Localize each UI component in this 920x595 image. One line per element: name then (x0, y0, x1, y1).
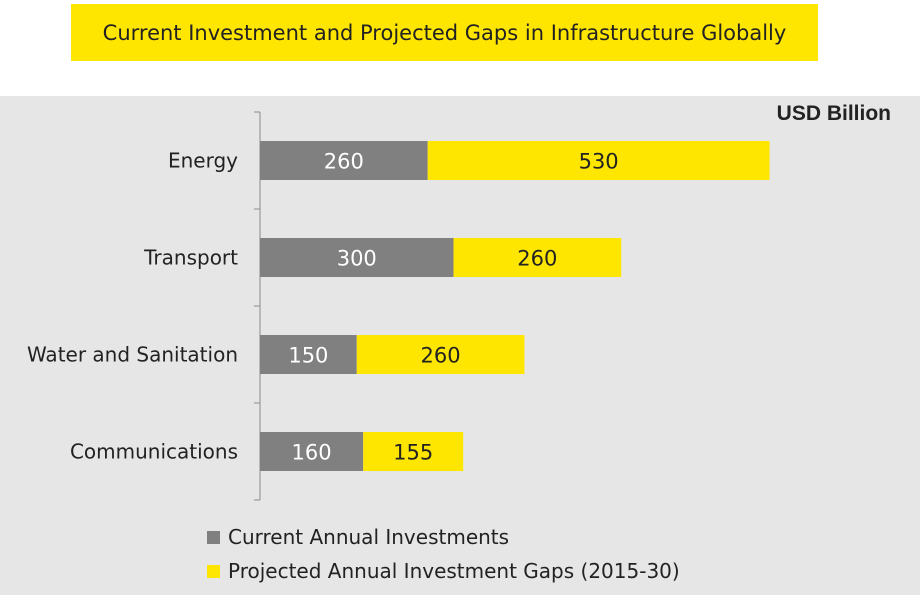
bar-water-and-sanitation-series-0 (260, 335, 357, 374)
category-label-transport: Transport (143, 246, 238, 270)
legend-label-current: Current Annual Investments (228, 525, 510, 549)
bar-water-and-sanitation-series-1 (356, 335, 525, 374)
legend-swatch-current (207, 530, 220, 544)
legend-label-projected: Projected Annual Investment Gaps (2015-3… (228, 559, 680, 583)
bar-communications-series-1 (363, 432, 464, 471)
bar-energy-series-1 (427, 141, 770, 180)
data-label-energy-series-0: 260 (324, 150, 364, 174)
category-label-energy: Energy (168, 149, 238, 173)
bar-energy-series-0 (260, 141, 428, 180)
data-label-water-and-sanitation-series-1: 260 (421, 344, 461, 368)
legend: Current Annual Investments Projected Ann… (207, 520, 680, 588)
bar-transport-series-0 (260, 238, 454, 277)
bar-transport-series-1 (453, 238, 622, 277)
category-label-water-and-sanitation: Water and Sanitation (27, 343, 238, 367)
legend-item-projected: Projected Annual Investment Gaps (2015-3… (207, 554, 680, 588)
data-label-transport-series-0: 300 (337, 247, 377, 271)
data-label-energy-series-1: 530 (579, 150, 619, 174)
data-label-communications-series-1: 155 (393, 441, 433, 465)
legend-swatch-projected (207, 564, 220, 578)
legend-item-current: Current Annual Investments (207, 520, 680, 554)
data-label-communications-series-0: 160 (292, 441, 332, 465)
chart-title: Current Investment and Projected Gaps in… (102, 20, 787, 45)
chart-title-banner: Current Investment and Projected Gaps in… (71, 4, 818, 61)
units-label: USD Billion (776, 102, 891, 125)
bar-communications-series-0 (260, 432, 364, 471)
data-label-transport-series-1: 260 (517, 247, 557, 271)
data-label-water-and-sanitation-series-0: 150 (288, 344, 328, 368)
category-label-communications: Communications (70, 440, 238, 464)
